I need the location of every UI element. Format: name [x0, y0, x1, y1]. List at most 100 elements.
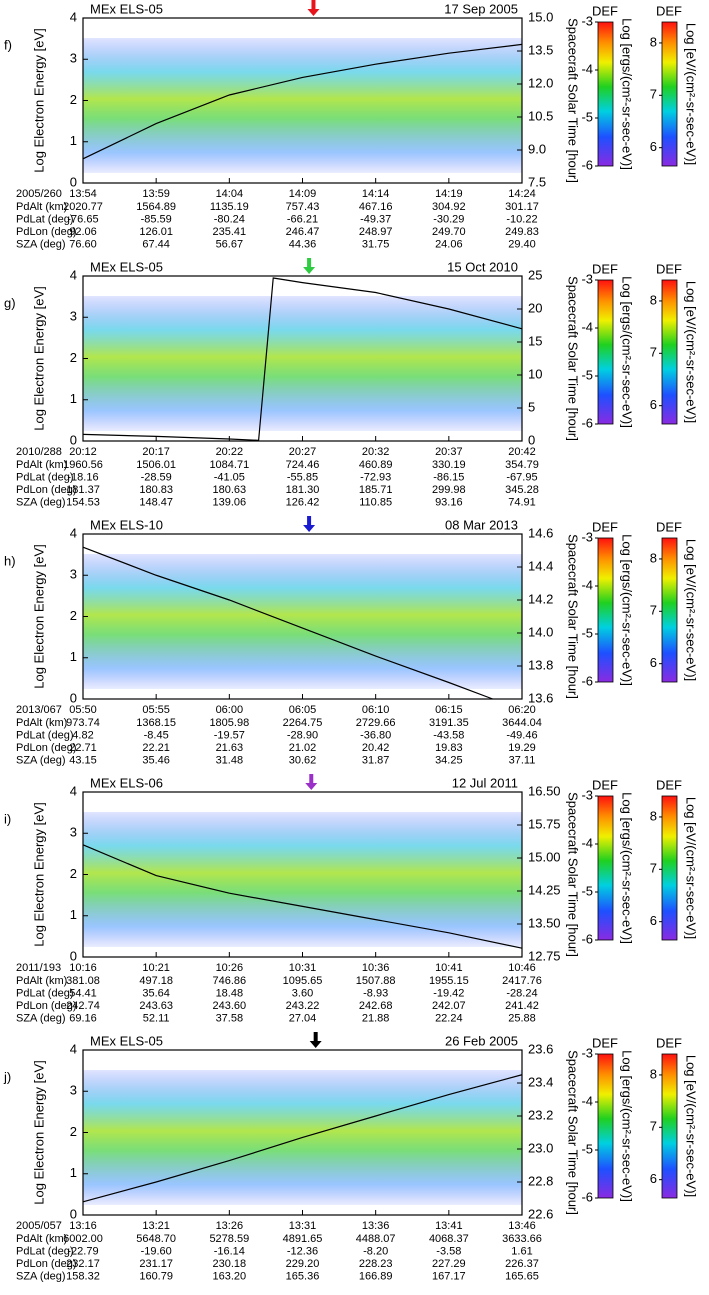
row-value: 19.29 — [508, 742, 536, 754]
row-value: 1506.01 — [136, 459, 176, 471]
row-value: 724.46 — [286, 459, 320, 471]
row-value: 25.88 — [508, 1013, 536, 1025]
y2-tick-label: 14.25 — [528, 882, 561, 897]
y2-tick-label: 14.2 — [528, 591, 553, 606]
row-value: 345.28 — [505, 484, 539, 496]
colorbar — [661, 1053, 678, 1199]
x-tick-label: 13:46 — [508, 1220, 536, 1232]
row-label: SZA (deg) — [16, 239, 66, 251]
y-axis-label: Log Electron Energy [eV] — [31, 802, 46, 947]
row-value: -80.24 — [214, 214, 245, 226]
y2-axis-label: Spacecraft Solar Time [hour] — [566, 534, 581, 699]
y-tick-label: 2 — [70, 92, 77, 107]
x-tick-label: 20:37 — [435, 446, 463, 458]
row-value: -49.37 — [360, 214, 391, 226]
panel-label: i) — [4, 811, 11, 826]
row-label: SZA (deg) — [16, 755, 66, 767]
row-value: -19.42 — [433, 988, 464, 1000]
row-value: 1960.56 — [63, 459, 103, 471]
colorbar — [661, 21, 678, 167]
y-tick-label: 0 — [70, 174, 77, 189]
row-value: 249.83 — [505, 226, 539, 238]
row-value: 242.74 — [66, 1000, 100, 1012]
x-tick-label: 14:14 — [362, 188, 390, 200]
row-value: 330.19 — [432, 459, 466, 471]
row-value: 52.11 — [143, 1013, 170, 1025]
panel-label: h) — [4, 553, 16, 568]
date: 17 Sep 2005 — [444, 1, 518, 16]
row-label: PdLat (deg) — [16, 730, 73, 742]
event-arrow — [305, 774, 318, 790]
row-value: 243.60 — [213, 1000, 247, 1012]
row-value: 31.87 — [362, 755, 390, 767]
row-value: 3633.66 — [502, 1233, 542, 1245]
spectrogram-band — [83, 38, 522, 173]
row-label: SZA (deg) — [16, 497, 66, 509]
row-value: 35.46 — [142, 755, 170, 767]
x-tick-label: 06:20 — [508, 704, 536, 716]
row-value: 249.70 — [432, 226, 466, 238]
instrument: MEx ELS-05 — [90, 1033, 163, 1048]
row-label: PdLat (deg) — [16, 214, 73, 226]
y-tick-label: 1 — [70, 1165, 77, 1180]
day-label: 2005/260 — [16, 188, 62, 200]
row-value: 226.37 — [505, 1258, 539, 1270]
row-value: 22.71 — [69, 742, 97, 754]
colorbar-tick-label: 7 — [650, 87, 657, 102]
y-axis-label: Log Electron Energy [eV] — [31, 286, 46, 431]
colorbar-tick-label: 6 — [650, 139, 657, 154]
row-value: 1095.65 — [283, 975, 323, 987]
row-value: 3.60 — [292, 988, 313, 1000]
row-value: 231.17 — [139, 1258, 173, 1270]
panel: f) MEx ELS-05 17 Sep 2005 Log Electron Ener… — [4, 0, 699, 251]
row-value: 757.43 — [286, 201, 320, 213]
row-value: 126.01 — [139, 226, 173, 238]
instrument: MEx ELS-05 — [90, 259, 163, 274]
row-label: PdAlt (km) — [16, 975, 67, 987]
x-tick-label: 13:36 — [362, 1220, 390, 1232]
y-axis-label: Log Electron Energy [eV] — [31, 28, 46, 173]
y-tick-label: 3 — [70, 567, 77, 582]
row-value: 92.06 — [69, 226, 97, 238]
row-value: 31.75 — [362, 239, 390, 251]
row-value: 243.63 — [139, 1000, 173, 1012]
row-value: 4488.07 — [356, 1233, 396, 1245]
colorbar-title: DEF — [656, 1035, 682, 1050]
instrument: MEx ELS-06 — [90, 775, 163, 790]
y-axis-label: Log Electron Energy [eV] — [31, 544, 46, 689]
row-value: 235.41 — [213, 226, 247, 238]
y2-axis-label: Spacecraft Solar Time [hour] — [566, 18, 581, 183]
row-value: 2264.75 — [283, 717, 323, 729]
row-label: PdAlt (km) — [16, 1233, 67, 1245]
row-value: 3191.35 — [429, 717, 469, 729]
row-value: -28.24 — [506, 988, 537, 1000]
colorbar-title: DEF — [592, 777, 618, 792]
row-value: 1805.98 — [209, 717, 249, 729]
colorbar-tick-label: 8 — [650, 1066, 657, 1081]
colorbar — [661, 279, 678, 425]
row-value: -43.58 — [433, 730, 464, 742]
solar-time-line — [82, 844, 523, 949]
row-label: PdLat (deg) — [16, 988, 73, 1000]
colorbar-tick-label: -5 — [581, 883, 593, 898]
row-label: SZA (deg) — [16, 1013, 66, 1025]
row-value: 139.06 — [213, 497, 247, 509]
colorbar-title: DEF — [656, 519, 682, 534]
x-tick-label: 13:41 — [435, 1220, 463, 1232]
row-value: 185.71 — [359, 484, 393, 496]
colorbar-tick-label: -4 — [581, 61, 593, 76]
panel-label: j) — [3, 1069, 11, 1084]
colorbar — [597, 1053, 614, 1199]
y-tick-label: 3 — [70, 309, 77, 324]
x-tick-label: 14:19 — [435, 188, 463, 200]
x-tick-label: 13:54 — [69, 188, 97, 200]
row-value: 1507.88 — [356, 975, 396, 987]
row-value: 180.63 — [213, 484, 247, 496]
row-value: 19.83 — [435, 742, 463, 754]
x-tick-label: 13:59 — [142, 188, 170, 200]
colorbar-tick-label: -3 — [581, 13, 593, 28]
row-value: 24.06 — [435, 239, 463, 251]
row-value: 20.42 — [362, 742, 390, 754]
y2-tick-label: 25 — [528, 267, 542, 282]
x-tick-label: 06:05 — [289, 704, 317, 716]
